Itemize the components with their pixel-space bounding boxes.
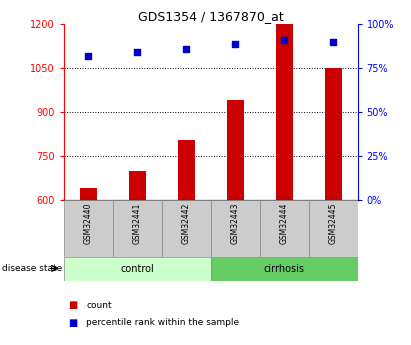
Bar <box>129 171 146 200</box>
Text: control: control <box>120 264 154 274</box>
Bar <box>162 200 211 257</box>
Text: cirrhosis: cirrhosis <box>263 264 305 274</box>
Text: GSM32444: GSM32444 <box>279 203 289 245</box>
Text: disease state: disease state <box>2 264 62 273</box>
Bar <box>211 257 358 281</box>
Text: count: count <box>86 301 112 310</box>
Text: ■: ■ <box>68 300 77 310</box>
Bar <box>211 200 260 257</box>
Bar <box>325 68 342 200</box>
Bar <box>178 140 195 200</box>
Text: ■: ■ <box>68 318 77 327</box>
Bar <box>275 24 293 200</box>
Point <box>232 41 238 46</box>
Title: GDS1354 / 1367870_at: GDS1354 / 1367870_at <box>138 10 284 23</box>
Text: GSM32445: GSM32445 <box>328 203 337 245</box>
Bar <box>80 188 97 200</box>
Text: GSM32443: GSM32443 <box>231 203 240 245</box>
Text: GSM32440: GSM32440 <box>84 203 93 245</box>
Point <box>85 53 92 59</box>
Text: GSM32441: GSM32441 <box>133 203 142 244</box>
Point <box>183 46 189 51</box>
Text: GSM32442: GSM32442 <box>182 203 191 244</box>
Bar <box>226 100 244 200</box>
Point <box>281 37 287 43</box>
Point <box>330 39 336 45</box>
Bar <box>64 257 210 281</box>
Bar <box>113 200 162 257</box>
Bar <box>260 200 309 257</box>
Bar <box>309 200 358 257</box>
Text: percentile rank within the sample: percentile rank within the sample <box>86 318 240 327</box>
Bar <box>64 200 113 257</box>
Point <box>134 50 141 55</box>
